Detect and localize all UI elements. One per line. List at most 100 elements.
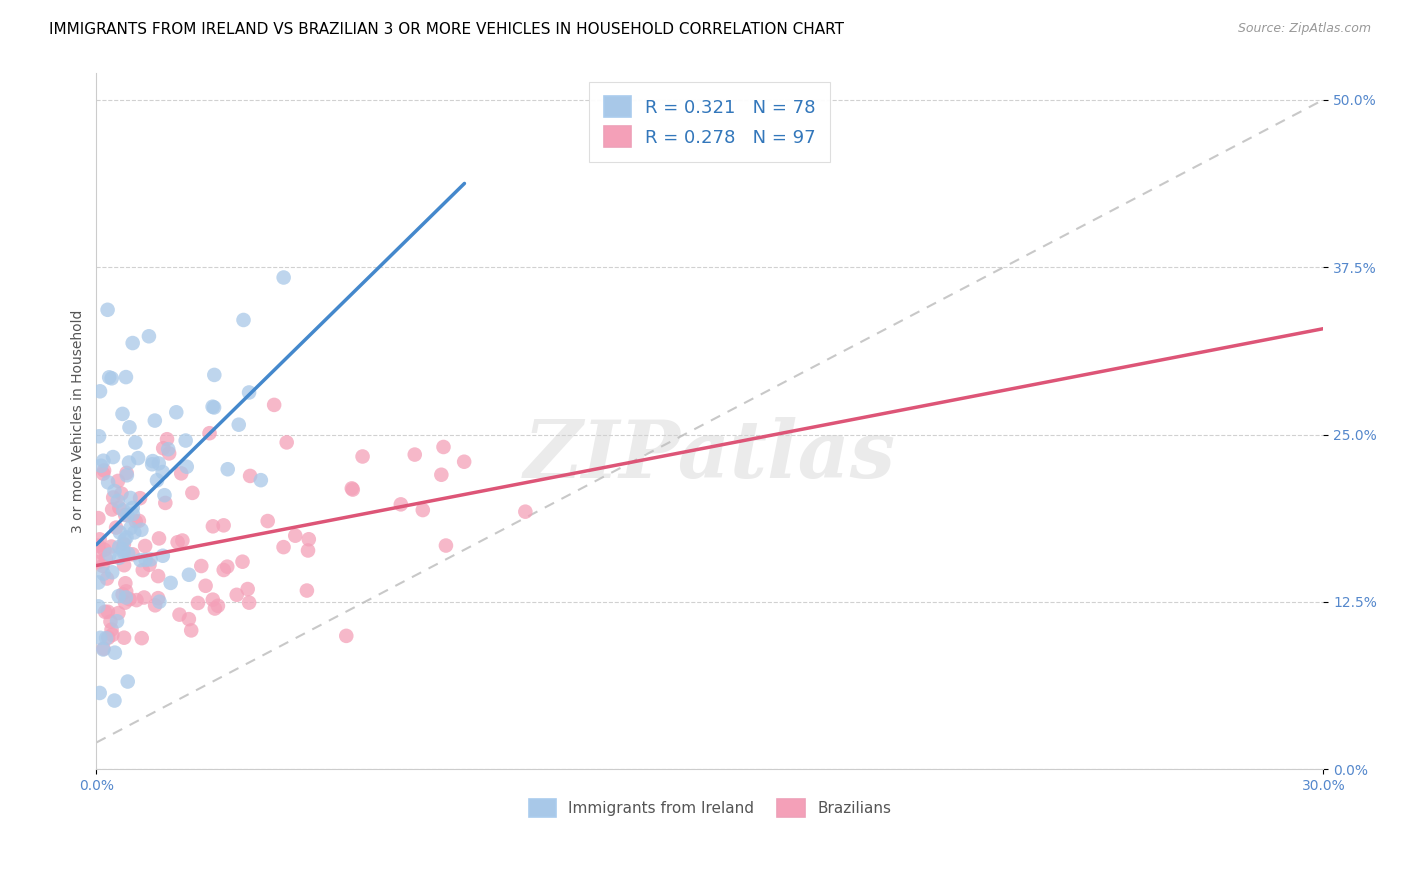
Point [115, 584, 138, 599]
Point [148, 595, 170, 609]
Point [201, 592, 224, 607]
Point [276, 435, 298, 450]
Point [101, 628, 124, 642]
Point [250, 473, 273, 487]
Point [143, 599, 166, 613]
Point [121, 500, 143, 515]
Point [453, 455, 475, 469]
Point [110, 486, 132, 500]
Point [103, 693, 125, 707]
Point [87, 555, 110, 569]
Text: Source: ZipAtlas.com: Source: ZipAtlas.com [1237, 22, 1371, 36]
Point [148, 532, 170, 546]
Point [217, 462, 239, 476]
Point [239, 469, 262, 483]
Point [146, 591, 169, 606]
Point [100, 615, 122, 629]
Point [121, 547, 143, 561]
Point [153, 488, 176, 502]
Point [94, 605, 117, 619]
Point [134, 539, 156, 553]
Point [127, 451, 149, 466]
Point [412, 503, 434, 517]
Point [157, 442, 180, 457]
Point [129, 553, 152, 567]
Point [212, 563, 235, 577]
Point [98, 370, 121, 384]
Point [125, 514, 148, 528]
Point [155, 496, 177, 510]
Point [114, 508, 136, 522]
Point [108, 500, 131, 515]
Point [295, 583, 318, 598]
Point [100, 540, 122, 554]
Point [146, 569, 169, 583]
Point [89, 384, 111, 399]
Point [121, 336, 143, 351]
Point [112, 503, 135, 517]
Point [217, 559, 239, 574]
Point [93, 453, 115, 467]
Point [111, 407, 134, 421]
Point [101, 450, 124, 464]
Point [89, 533, 111, 547]
Point [157, 446, 180, 460]
Point [91, 467, 114, 481]
Point [207, 599, 229, 613]
Point [117, 508, 139, 523]
Point [142, 454, 165, 468]
Point [138, 329, 160, 343]
Point [97, 631, 120, 645]
Point [273, 540, 295, 554]
Point [90, 458, 112, 473]
Point [152, 441, 174, 455]
Point [124, 435, 146, 450]
Text: ZIPatlas: ZIPatlas [524, 417, 896, 495]
Point [231, 555, 253, 569]
Point [165, 405, 187, 419]
Point [389, 497, 412, 511]
Point [198, 426, 221, 441]
Point [120, 521, 142, 535]
Point [284, 529, 307, 543]
Point [107, 606, 129, 620]
Point [115, 466, 138, 480]
Point [404, 448, 426, 462]
Point [170, 467, 193, 481]
Point [194, 579, 217, 593]
Point [212, 518, 235, 533]
Point [105, 614, 128, 628]
Point [515, 505, 537, 519]
Point [107, 474, 129, 488]
Point [108, 540, 131, 554]
Point [124, 525, 146, 540]
Point [131, 631, 153, 645]
Point [236, 582, 259, 596]
Point [112, 537, 135, 551]
Point [87, 511, 110, 525]
Point [120, 491, 142, 505]
Point [114, 596, 136, 610]
Point [91, 558, 114, 573]
Point [118, 456, 141, 470]
Point [111, 542, 134, 557]
Point [141, 457, 163, 471]
Point [159, 575, 181, 590]
Point [434, 539, 457, 553]
Point [432, 440, 454, 454]
Point [114, 576, 136, 591]
Point [115, 591, 138, 605]
Point [87, 599, 110, 614]
Point [187, 596, 209, 610]
Point [201, 400, 224, 414]
Point [202, 401, 225, 415]
Point [135, 553, 157, 567]
Point [91, 642, 114, 657]
Point [177, 612, 200, 626]
Point [225, 588, 247, 602]
Point [335, 629, 357, 643]
Point [115, 370, 138, 384]
Point [89, 686, 111, 700]
Point [94, 551, 117, 566]
Point [94, 631, 117, 645]
